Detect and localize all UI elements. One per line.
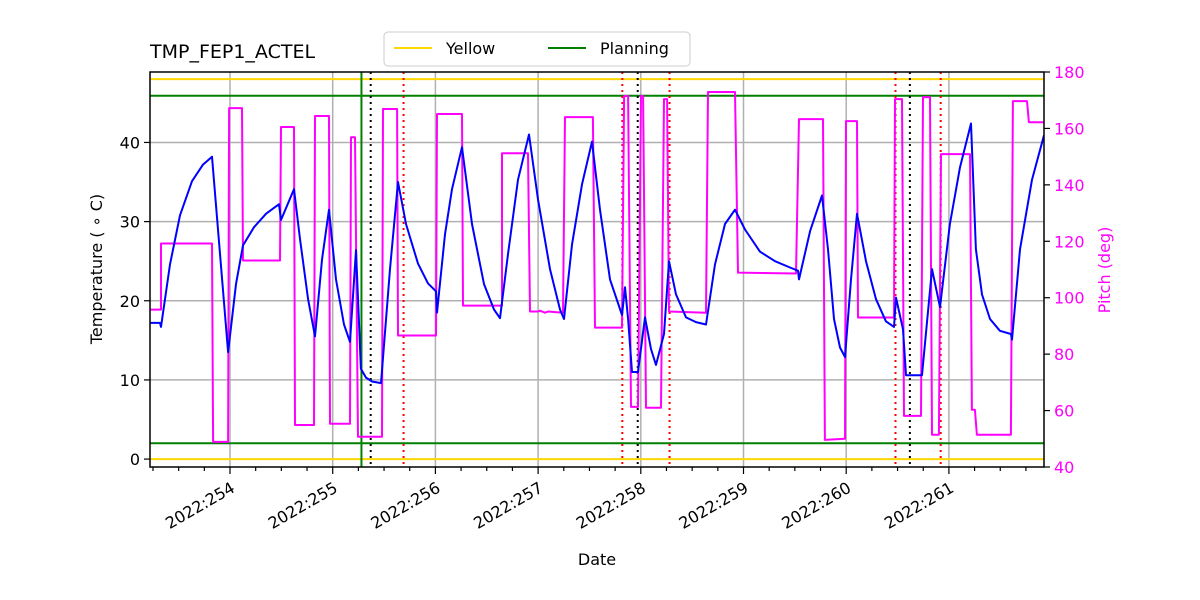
- right-y-tick-label: 180: [1054, 63, 1085, 82]
- right-y-tick-label: 40: [1054, 458, 1074, 477]
- right-y-tick-label: 140: [1054, 176, 1085, 195]
- y-axis-label: Temperature ( ∘ C): [87, 194, 106, 345]
- legend-yellow-label: Yellow: [445, 39, 495, 58]
- data-series: [150, 91, 1044, 443]
- right-y-axis-label: Pitch (deg): [1095, 227, 1114, 314]
- x-tick-label: 2022:257: [470, 478, 546, 533]
- plot-frame: [149, 71, 1045, 468]
- grid-lines: [150, 72, 1044, 467]
- event-vertical-lines: [360, 72, 942, 467]
- right-y-tick-label: 60: [1054, 402, 1074, 421]
- x-tick-label: 2022:255: [265, 478, 341, 533]
- series-pitch: [150, 91, 1044, 443]
- x-tick-label: 2022:256: [368, 478, 444, 533]
- y-tick-label: 40: [120, 133, 140, 152]
- right-y-tick-label: 120: [1054, 232, 1085, 251]
- legend: Yellow Planning: [383, 31, 691, 67]
- y-tick-label: 20: [120, 292, 140, 311]
- y-tick-label: 30: [120, 213, 140, 232]
- right-y-tick-label: 100: [1054, 289, 1085, 308]
- x-tick-label: 2022:254: [162, 478, 238, 533]
- x-tick-label: 2022:259: [676, 478, 752, 533]
- right-y-tick-label: 80: [1054, 345, 1074, 364]
- x-tick-label: 2022:258: [573, 478, 649, 533]
- right-y-tick-label: 160: [1054, 119, 1085, 138]
- chart-title: TMP_FEP1_ACTEL: [149, 41, 315, 63]
- y-tick-label: 0: [130, 450, 140, 469]
- x-tick-label: 2022:260: [778, 478, 854, 533]
- x-axis-label: Date: [578, 550, 616, 569]
- x-tick-label: 2022:261: [881, 478, 957, 533]
- x-axis-ticks: 2022:254 2022:255 2022:256 2022:257 2022:258…: [152, 467, 1027, 533]
- y-tick-label: 10: [120, 371, 140, 390]
- right-y-axis-ticks: 40 60 80 100 120 140 160 180: [1044, 63, 1085, 477]
- series-tmp-fep1-actel: [150, 122, 1044, 385]
- y-axis-ticks: 0 10 20 30 40: [120, 133, 150, 469]
- legend-planning-label: Planning: [600, 39, 669, 58]
